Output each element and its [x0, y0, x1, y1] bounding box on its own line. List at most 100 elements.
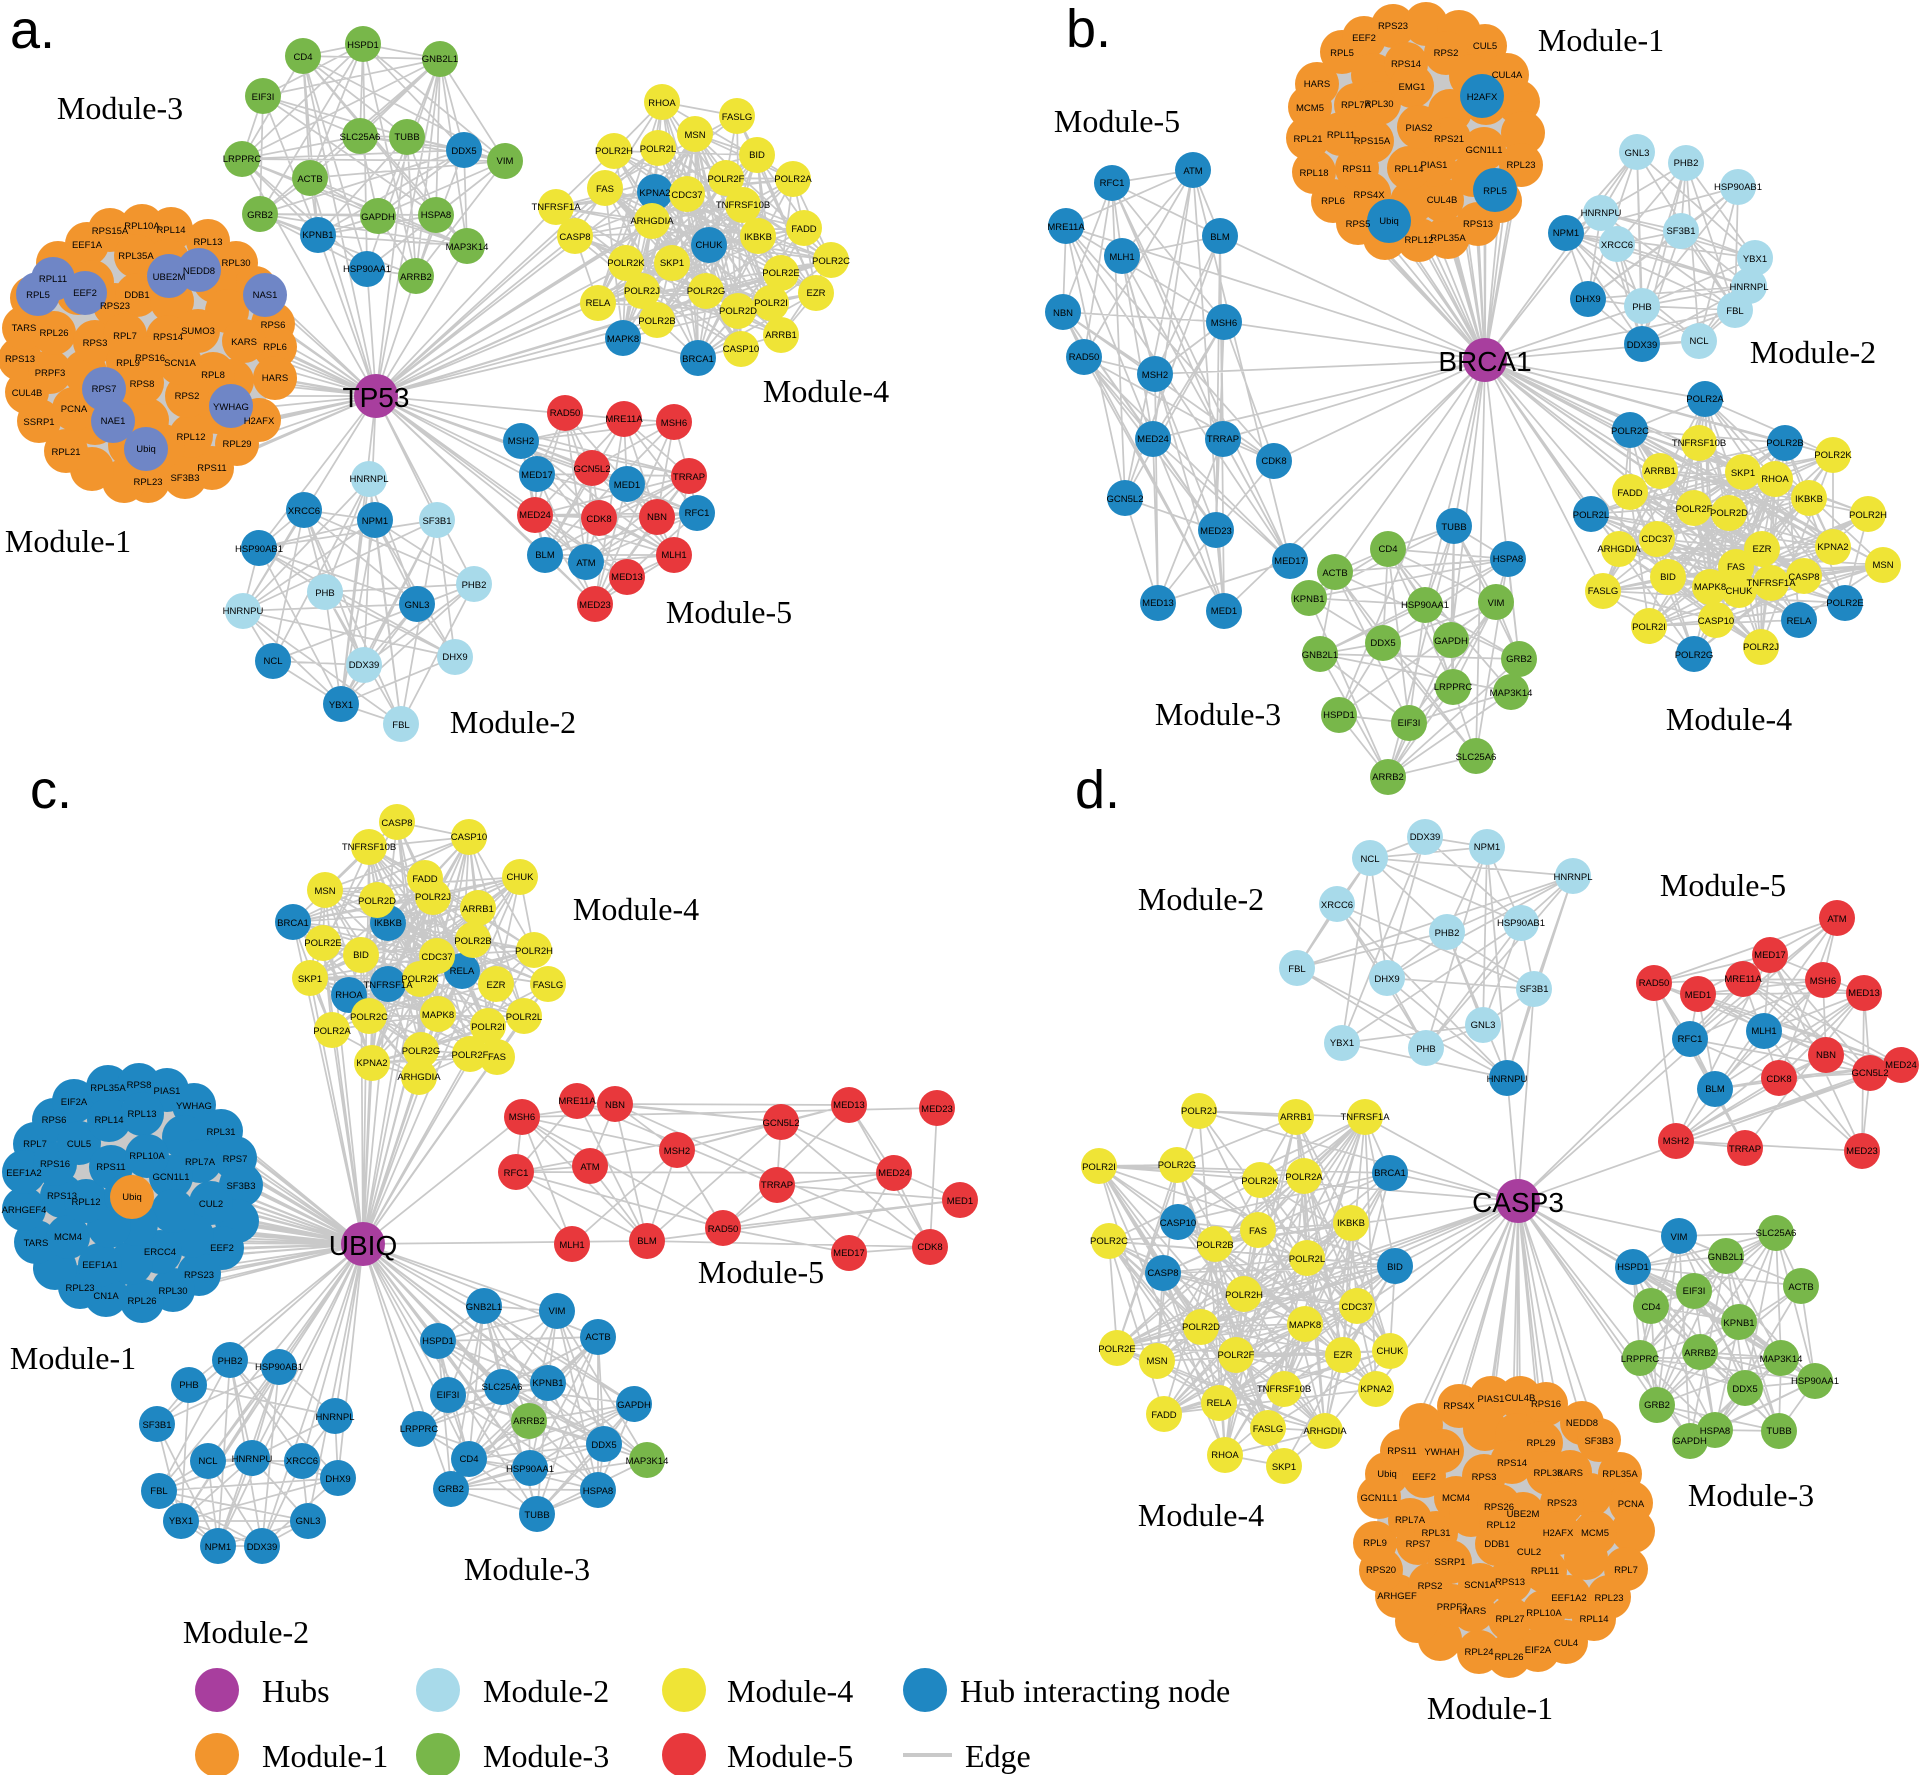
svg-text:MCM4: MCM4 [1442, 1493, 1470, 1504]
svg-text:ARHGDIA: ARHGDIA [397, 1072, 441, 1083]
svg-text:CDK8: CDK8 [586, 514, 611, 525]
svg-text:LRPPRC: LRPPRC [223, 154, 262, 165]
svg-text:FASLG: FASLG [1588, 586, 1619, 597]
svg-text:RELA: RELA [450, 966, 475, 977]
svg-text:SF3B1: SF3B1 [422, 516, 451, 527]
svg-text:POLR2L: POLR2L [506, 1012, 542, 1023]
svg-text:POLR2I: POLR2I [1632, 622, 1666, 633]
svg-text:DHX9: DHX9 [325, 1474, 350, 1485]
svg-text:YBX1: YBX1 [1743, 254, 1767, 265]
svg-text:EEF1A2: EEF1A2 [6, 1168, 41, 1179]
svg-text:RPL26: RPL26 [39, 328, 68, 339]
svg-text:CDC37: CDC37 [1341, 1302, 1372, 1313]
svg-text:DHX9: DHX9 [1374, 974, 1399, 985]
svg-text:CD4: CD4 [293, 52, 312, 63]
svg-text:ACTB: ACTB [1788, 1282, 1813, 1293]
svg-text:TUBB: TUBB [1441, 522, 1466, 533]
svg-text:ATM: ATM [1183, 166, 1202, 177]
svg-text:RPS3: RPS3 [83, 338, 108, 349]
svg-text:ACTB: ACTB [585, 1332, 610, 1343]
svg-text:NEDD8: NEDD8 [1566, 1418, 1598, 1429]
svg-text:Ubiq: Ubiq [122, 1192, 142, 1203]
svg-text:FBL: FBL [392, 720, 409, 731]
svg-text:Module-3: Module-3 [57, 90, 183, 126]
svg-text:MAPK8: MAPK8 [1694, 582, 1726, 593]
svg-text:POLR2J: POLR2J [1181, 1106, 1217, 1117]
svg-text:TNFRSF10B: TNFRSF10B [1672, 438, 1726, 449]
svg-text:ACTB: ACTB [297, 174, 322, 185]
svg-text:EEF1A2: EEF1A2 [1551, 1593, 1586, 1604]
svg-text:H2AFX: H2AFX [1467, 92, 1498, 103]
svg-text:RPL12: RPL12 [1404, 235, 1433, 246]
svg-text:RPS4X: RPS4X [1353, 190, 1385, 201]
svg-text:POLR2E: POLR2E [1826, 598, 1864, 609]
svg-text:SF3B3: SF3B3 [226, 1181, 255, 1192]
svg-text:EIF3I: EIF3I [252, 92, 275, 103]
svg-text:BID: BID [1660, 572, 1676, 583]
svg-text:ATM: ATM [1827, 914, 1846, 925]
svg-text:PCNA: PCNA [61, 404, 88, 415]
svg-text:MCM4: MCM4 [54, 1232, 82, 1243]
svg-text:CDK8: CDK8 [1766, 1074, 1791, 1085]
svg-text:RPS6: RPS6 [261, 320, 286, 331]
svg-text:GNB2L1: GNB2L1 [466, 1302, 502, 1313]
svg-text:YWHAH: YWHAH [1424, 1447, 1460, 1458]
svg-text:POLR2C: POLR2C [1090, 1236, 1128, 1247]
svg-text:RPS14: RPS14 [153, 332, 183, 343]
svg-text:FASLG: FASLG [533, 980, 564, 991]
svg-text:RPL35A: RPL35A [90, 1083, 126, 1094]
svg-text:BLM: BLM [637, 1236, 657, 1247]
svg-text:KPNB1: KPNB1 [302, 230, 333, 241]
svg-text:NPM1: NPM1 [1474, 842, 1500, 853]
svg-text:CDC37: CDC37 [671, 190, 702, 201]
svg-text:RPS15A: RPS15A [92, 226, 129, 237]
svg-text:BLM: BLM [535, 550, 555, 561]
svg-text:KPNA2: KPNA2 [1360, 1384, 1391, 1395]
svg-text:TNFRSF10B: TNFRSF10B [716, 200, 770, 211]
svg-text:KARS: KARS [1557, 1468, 1583, 1479]
svg-text:RPS5: RPS5 [1346, 219, 1371, 230]
svg-text:TRRAP: TRRAP [761, 1180, 793, 1191]
svg-text:MAPK8: MAPK8 [1289, 1320, 1321, 1331]
svg-text:Module-2: Module-2 [450, 704, 576, 740]
svg-text:FBL: FBL [1726, 306, 1743, 317]
svg-text:Module-4: Module-4 [1666, 701, 1792, 737]
svg-text:NBN: NBN [1053, 308, 1073, 319]
svg-text:RPL7: RPL7 [23, 1139, 47, 1150]
svg-text:RPL10A: RPL10A [124, 221, 160, 232]
svg-text:RPS16: RPS16 [40, 1159, 70, 1170]
svg-text:RPL23: RPL23 [65, 1283, 94, 1294]
svg-text:Module-3: Module-3 [483, 1738, 609, 1774]
svg-text:MED1: MED1 [614, 480, 640, 491]
svg-text:VIM: VIM [1488, 598, 1505, 609]
svg-text:RPS13: RPS13 [1495, 1577, 1525, 1588]
svg-text:ACTB: ACTB [1322, 568, 1347, 579]
svg-text:HARS: HARS [262, 373, 288, 384]
svg-text:KPNA2: KPNA2 [1817, 542, 1848, 553]
svg-text:Module-5: Module-5 [1054, 103, 1180, 139]
svg-text:MLH1: MLH1 [559, 1240, 584, 1251]
svg-text:Module-1: Module-1 [262, 1738, 388, 1774]
svg-text:HSPA8: HSPA8 [421, 210, 451, 221]
svg-text:HSPD1: HSPD1 [422, 1336, 454, 1347]
svg-text:RAD50: RAD50 [550, 408, 581, 419]
svg-text:NBN: NBN [605, 1100, 625, 1111]
svg-text:EZR: EZR [487, 980, 506, 991]
svg-text:RPS13: RPS13 [5, 354, 35, 365]
svg-text:NCL: NCL [198, 1456, 217, 1467]
svg-text:ARRB1: ARRB1 [1280, 1112, 1312, 1123]
svg-text:GAPDH: GAPDH [1673, 1436, 1707, 1447]
svg-text:HSPD1: HSPD1 [1323, 710, 1355, 721]
svg-text:H2AFX: H2AFX [244, 416, 275, 427]
svg-text:DDX39: DDX39 [1627, 340, 1658, 351]
svg-text:DDX5: DDX5 [1370, 638, 1395, 649]
svg-text:RPS7: RPS7 [223, 1154, 248, 1165]
svg-text:UBE2M: UBE2M [153, 272, 186, 283]
svg-text:DHX9: DHX9 [442, 652, 467, 663]
svg-text:CASP8: CASP8 [559, 232, 590, 243]
svg-text:HARS: HARS [1304, 79, 1330, 90]
svg-text:a.: a. [10, 0, 55, 60]
svg-text:GNB2L1: GNB2L1 [1708, 1252, 1744, 1263]
svg-text:POLR2G: POLR2G [1675, 650, 1714, 661]
svg-text:RPS16: RPS16 [1531, 1399, 1561, 1410]
